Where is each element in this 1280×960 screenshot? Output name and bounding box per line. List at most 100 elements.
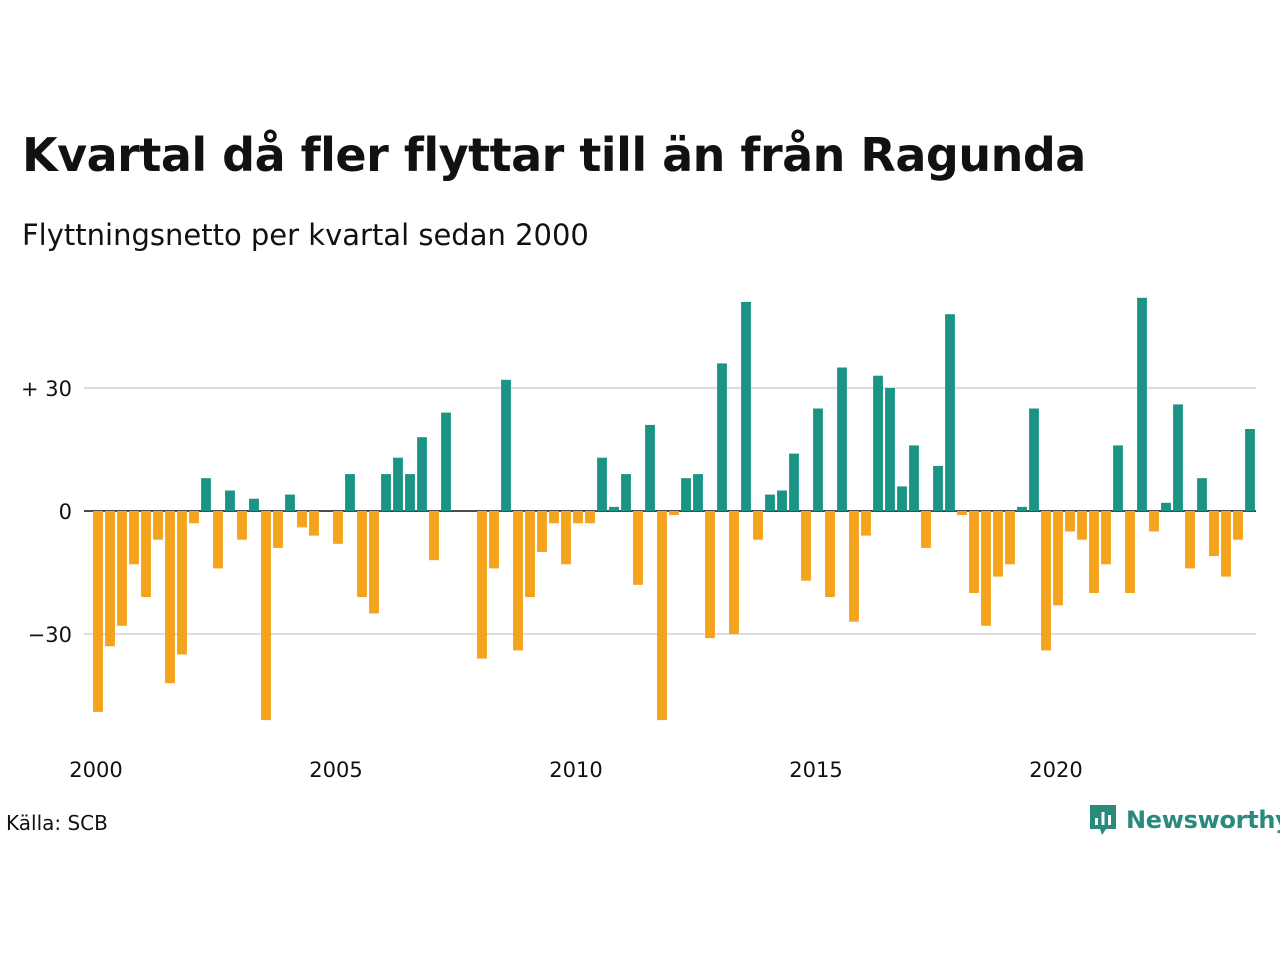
bar: [897, 486, 907, 511]
bar: [813, 408, 823, 511]
bar: [621, 474, 631, 511]
bar: [1125, 511, 1135, 593]
bar: [225, 490, 235, 511]
x-tick-label: 2015: [789, 758, 842, 782]
chart-title: Kvartal då fler flyttar till än från Rag…: [22, 128, 1086, 182]
bar: [189, 511, 199, 524]
bar: [489, 511, 499, 569]
x-tick-label: 2000: [69, 758, 122, 782]
bar: [1209, 511, 1219, 557]
bar: [609, 506, 619, 511]
bar: [537, 511, 547, 552]
bar: [1005, 511, 1015, 565]
bar: [405, 474, 415, 511]
bar: [669, 511, 679, 516]
bar: [1137, 297, 1147, 511]
bar: [1233, 511, 1243, 540]
bar: [393, 457, 403, 511]
bar: [1149, 511, 1159, 532]
bar: [921, 511, 931, 548]
bar: [645, 424, 655, 511]
bar: [861, 511, 871, 536]
bar: [333, 511, 343, 544]
bar: [1221, 511, 1231, 577]
bar: [513, 511, 523, 651]
bar: [117, 511, 127, 626]
bar-chart-speech-bubble-icon: [1090, 805, 1116, 835]
bar: [1185, 511, 1195, 569]
bar: [1065, 511, 1075, 532]
bar: [753, 511, 763, 540]
bar: [201, 478, 211, 511]
bar: [885, 388, 895, 511]
y-tick-label: + 30: [21, 377, 72, 401]
bar: [345, 474, 355, 511]
bar: [873, 375, 883, 511]
bar: [141, 511, 151, 598]
bar: [837, 367, 847, 511]
bar: [945, 314, 955, 511]
bar: [549, 511, 559, 524]
bar: [153, 511, 163, 540]
x-tick-label: 2020: [1029, 758, 1082, 782]
bar: [969, 511, 979, 593]
bar: [1041, 511, 1051, 651]
x-tick-label: 2005: [309, 758, 362, 782]
bar: [993, 511, 1003, 577]
bar: [525, 511, 535, 598]
bar: [741, 301, 751, 511]
bar: [933, 465, 943, 511]
bar: [237, 511, 247, 540]
bar: [1101, 511, 1111, 565]
bar: [825, 511, 835, 598]
brand-logo: Newsworthy: [1088, 803, 1280, 837]
bar: [417, 437, 427, 511]
bar: [765, 494, 775, 511]
bar: [849, 511, 859, 622]
bar: [1173, 404, 1183, 511]
bar: [801, 511, 811, 581]
source-label: Källa: SCB: [6, 811, 108, 835]
bar: [573, 511, 583, 524]
bar: [129, 511, 139, 565]
bar: [501, 379, 511, 511]
bar: [213, 511, 223, 569]
bar: [1113, 445, 1123, 511]
bar: [357, 511, 367, 598]
bar: [1161, 502, 1171, 511]
bar: [369, 511, 379, 614]
bar: [1089, 511, 1099, 593]
bar: [705, 511, 715, 639]
bar: [561, 511, 571, 565]
bar: [177, 511, 187, 655]
axis-labels: + 30 0 −30 2000 2005 2010 2015 2020: [21, 377, 1083, 782]
bar: [1029, 408, 1039, 511]
y-tick-label: 0: [59, 500, 72, 524]
bar: [957, 511, 967, 516]
bar: [597, 457, 607, 511]
bar: [1197, 478, 1207, 511]
y-tick-label: −30: [28, 623, 72, 647]
bar: [381, 474, 391, 511]
bar: [1053, 511, 1063, 606]
bar: [309, 511, 319, 536]
bars: [93, 297, 1255, 721]
bar: [441, 412, 451, 511]
bar: [1245, 429, 1255, 511]
brand-name: Newsworthy: [1126, 806, 1280, 834]
bar: [717, 363, 727, 511]
bar: [249, 498, 259, 511]
bar: [93, 511, 103, 712]
bar: [165, 511, 175, 684]
bar: [105, 511, 115, 647]
bar: [909, 445, 919, 511]
bar: [1017, 506, 1027, 511]
chart-subtitle: Flyttningsnetto per kvartal sedan 2000: [22, 218, 589, 252]
bar: [777, 490, 787, 511]
bar: [273, 511, 283, 548]
bar: [681, 478, 691, 511]
bar: [261, 511, 271, 721]
bar: [429, 511, 439, 561]
bar: [285, 494, 295, 511]
